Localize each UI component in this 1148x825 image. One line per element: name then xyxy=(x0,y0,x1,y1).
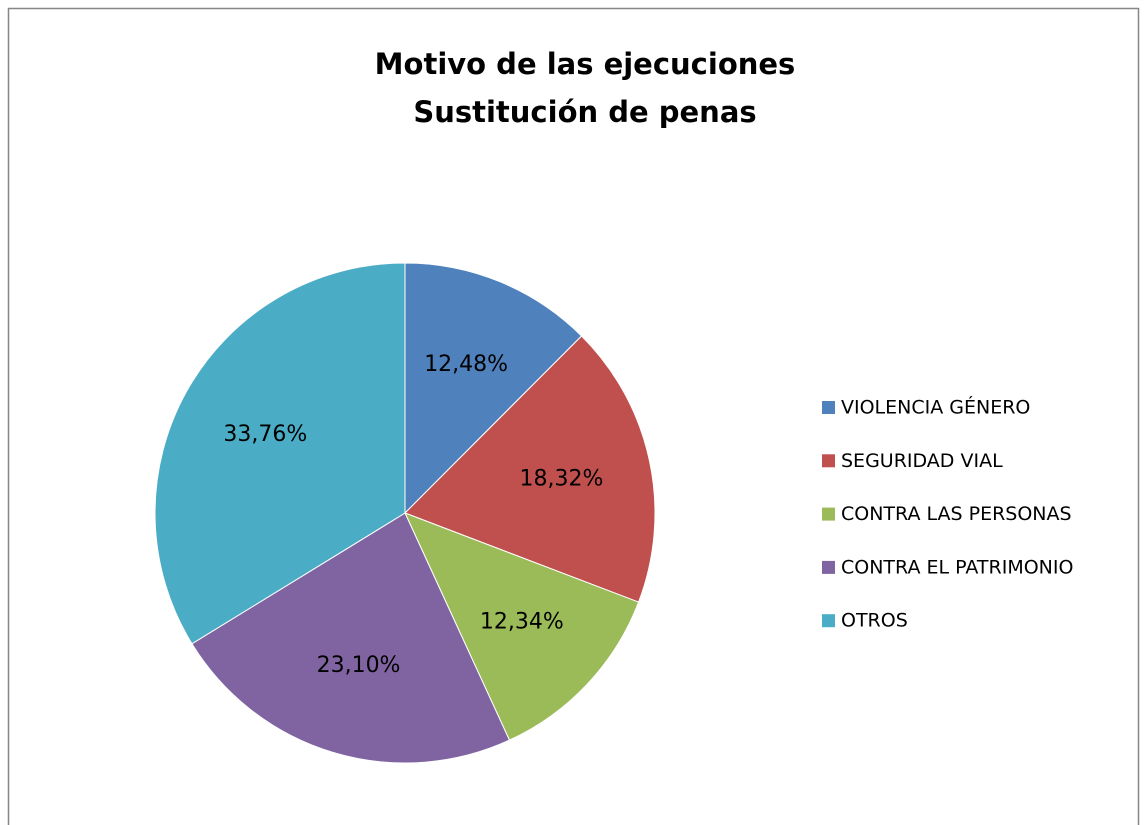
data-label: 12,34% xyxy=(480,609,564,634)
pie-slice xyxy=(404,262,583,515)
legend-label: CONTRA LAS PERSONAS xyxy=(841,503,1072,525)
pie-slice xyxy=(404,335,656,603)
data-label: 12,48% xyxy=(424,352,508,377)
data-label: 18,32% xyxy=(520,466,604,491)
legend-swatch xyxy=(822,454,835,468)
legend-swatch xyxy=(822,560,835,574)
data-label: 23,10% xyxy=(317,653,401,678)
legend-label: VIOLENCIA GÉNERO xyxy=(841,396,1030,419)
pie-slice xyxy=(404,512,640,741)
legend-label: SEGURIDAD VIAL xyxy=(841,450,1003,472)
legend-swatch xyxy=(822,507,835,521)
pie-slice xyxy=(154,262,406,645)
legend-label: OTROS xyxy=(841,610,908,632)
legend-swatch xyxy=(822,614,835,628)
legend-swatch xyxy=(822,401,835,414)
chart-title: Sustitución de penas xyxy=(413,95,756,129)
chart-title: Motivo de las ejecuciones xyxy=(375,47,796,81)
legend-label: CONTRA EL PATRIMONIO xyxy=(841,556,1073,578)
pie-slice xyxy=(191,512,511,764)
data-label: 33,76% xyxy=(223,422,307,447)
